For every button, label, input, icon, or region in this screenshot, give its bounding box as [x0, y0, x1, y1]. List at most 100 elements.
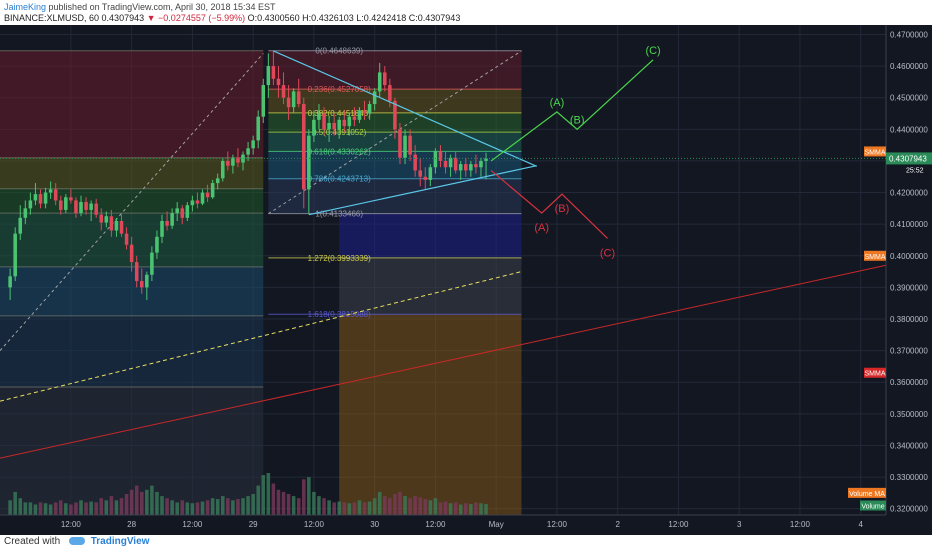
candle-body	[377, 72, 382, 92]
candle-body	[64, 197, 68, 210]
candle-body	[388, 85, 392, 101]
candle-body	[469, 164, 473, 171]
volume-bar	[388, 498, 392, 515]
bull-path-wave-label: (A)	[550, 97, 565, 109]
candle-body	[433, 151, 438, 168]
price-change: −0.0274557 (−5.99%)	[158, 13, 246, 23]
price-axis-tick: 0.3900000	[890, 283, 928, 292]
candle-body	[114, 221, 119, 231]
candle-body	[220, 160, 225, 179]
candle-body	[8, 276, 12, 288]
time-axis-tick: 12:00	[425, 520, 446, 529]
candle-body	[195, 200, 200, 204]
candle-body	[393, 100, 397, 130]
candle-body	[474, 164, 478, 168]
price-axis-tick: 0.4000000	[890, 252, 928, 261]
candle-body	[276, 78, 281, 86]
tradingview-brand[interactable]: TradingView	[90, 536, 150, 547]
smma-2-label: SMMA	[865, 254, 886, 261]
candle-body	[256, 116, 260, 141]
volume-bar	[276, 489, 281, 515]
volume-bar	[79, 500, 83, 515]
candle-body	[307, 135, 311, 190]
candle-body	[150, 252, 154, 275]
fib-trend-dash-left	[0, 53, 264, 351]
volume-ma-label: Volume MA	[849, 491, 885, 498]
candle-body	[205, 192, 210, 198]
time-axis-tick: 12:00	[668, 520, 689, 529]
candle-body	[342, 119, 347, 127]
smma-2-tag	[864, 250, 886, 261]
time-axis-tick: 12:00	[304, 520, 325, 529]
price-chart[interactable]: 0(0.4648639) 0.236(0.4527058) 0.382(0.4451…	[0, 25, 932, 535]
time-axis-tick: 12:00	[182, 520, 203, 529]
volume-bar	[322, 498, 326, 515]
volume-bar	[403, 496, 407, 515]
volume-bar	[139, 491, 144, 515]
time-axis-tick: May	[489, 520, 504, 529]
volume-bar	[94, 502, 98, 515]
volume-bar	[418, 497, 422, 515]
volume-bar	[18, 498, 23, 515]
volume-bar	[220, 496, 225, 515]
fib-zone-left	[0, 157, 264, 189]
volume-bar	[408, 498, 412, 515]
price-axis-tick: 0.4100000	[890, 220, 928, 229]
time-axis-background	[0, 515, 886, 535]
volume-bar	[89, 501, 93, 515]
fib-level-label: 0.618(0.4330262)	[308, 147, 372, 156]
volume-bar	[170, 500, 174, 515]
volume-bar	[246, 496, 250, 515]
volume-bar	[38, 502, 43, 515]
candle-body	[190, 200, 195, 206]
volume-bar	[200, 501, 205, 515]
volume-bar	[134, 485, 139, 515]
candle-body	[119, 221, 124, 234]
volume-bar	[190, 503, 195, 515]
candle-body	[413, 154, 417, 171]
extension-zone-blue	[339, 213, 522, 258]
volume-bar	[84, 502, 88, 515]
candle-body	[165, 221, 169, 226]
candle-body	[362, 110, 367, 114]
volume-bar	[438, 502, 443, 515]
candle-body	[200, 192, 205, 204]
candle-body	[215, 178, 220, 184]
candle-body	[398, 129, 402, 158]
fib-zone-left	[0, 315, 264, 387]
volume-bar	[109, 496, 114, 515]
volume-bar	[145, 489, 149, 515]
time-axis-tick: 12:00	[547, 520, 568, 529]
candle-body	[23, 208, 28, 218]
extension-zone-orange	[339, 314, 522, 515]
ohlc-values: O:0.4300560 H:0.4326103 L:0.4242418 C:0.…	[247, 13, 461, 23]
price-axis-tick: 0.4600000	[890, 62, 928, 71]
candle-body	[428, 167, 433, 180]
bear-path-wave-label: (C)	[600, 247, 615, 259]
candle-body	[129, 244, 134, 263]
volume-bar	[99, 498, 104, 515]
volume-bar	[64, 503, 68, 515]
volume-bar	[256, 485, 260, 515]
volume-bar	[484, 504, 488, 515]
candle-body	[251, 140, 255, 149]
volume-bar	[332, 502, 336, 515]
volume-bar	[393, 494, 397, 515]
price-axis-tick: 0.3400000	[890, 441, 928, 450]
volume-bar	[291, 496, 296, 515]
candle-body	[53, 189, 58, 201]
candle-body	[408, 135, 412, 155]
candle-body	[443, 160, 448, 168]
candle-body	[312, 119, 316, 136]
author-link[interactable]: JaimeKing	[4, 2, 47, 12]
volume-bar	[357, 500, 362, 515]
bear-path-wave-label: (A)	[534, 222, 549, 234]
candle-body	[104, 216, 109, 223]
time-axis-tick: 28	[127, 520, 136, 529]
candle-body	[74, 200, 78, 214]
candle-body	[291, 91, 296, 108]
volume-label: Volume	[861, 504, 884, 511]
volume-bar	[104, 500, 109, 515]
candle-body	[418, 170, 422, 177]
candle-body	[210, 183, 215, 198]
